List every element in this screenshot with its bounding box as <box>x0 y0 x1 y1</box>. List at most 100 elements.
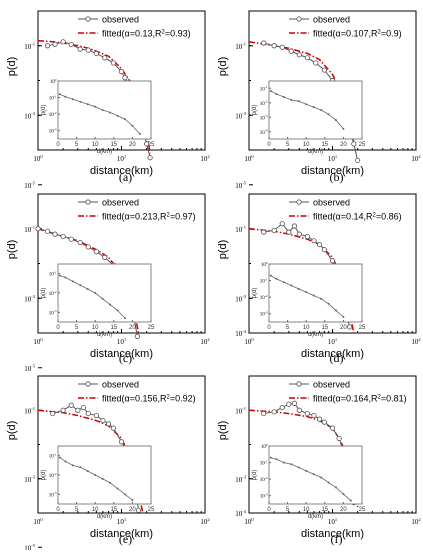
inset-point <box>269 90 272 93</box>
inset-point <box>320 109 323 111</box>
inset-y-tick-label-base: 10 <box>49 292 55 297</box>
inset-x-axis-label: d(km) <box>308 514 323 520</box>
inset-point <box>116 487 119 490</box>
y-tick-label: 10-4 <box>235 509 247 518</box>
inset-y-tick-label-base: 10 <box>260 116 266 121</box>
y-axis-label: p(d) <box>6 57 18 77</box>
panel-label: (b) <box>330 170 344 184</box>
inset-point <box>94 474 97 476</box>
y-tick-label: 10-5 <box>24 364 36 373</box>
observed-point <box>321 247 328 253</box>
inset-y-tick-label-exp: -1 <box>265 277 268 281</box>
inset-y-tick-label-exp: -1 <box>54 452 57 456</box>
inset-point <box>269 274 272 277</box>
observed-point <box>286 401 292 407</box>
inset-x-axis-label: d(km) <box>308 332 323 338</box>
inset-y-tick-label: 10-2 <box>260 100 268 107</box>
panel-label: (d) <box>330 351 344 365</box>
inset-x-tick-label: 20 <box>340 325 347 331</box>
inset-frame <box>268 80 363 140</box>
inset-point <box>312 294 315 297</box>
inset-y-tick-label: 10-1 <box>260 277 268 284</box>
inset-point <box>334 309 337 312</box>
inset-y-tick-label-exp: -1 <box>54 94 57 98</box>
inset-y-axis-label: p(d) <box>252 288 258 299</box>
x-tick-label-base: 10 <box>411 155 419 163</box>
inset-point <box>290 463 293 466</box>
observed-point <box>271 227 277 233</box>
inset-point <box>320 297 323 300</box>
observed-point <box>286 229 292 235</box>
y-tick-label-base: 10 <box>235 226 243 234</box>
observed-point <box>93 412 99 419</box>
inset-y-tick-label: 100 <box>50 78 57 85</box>
inset-y-tick-label-base: 10 <box>49 474 55 479</box>
x-tick-label-exp: 1 <box>124 517 126 522</box>
observed-point <box>60 407 66 413</box>
inset-y-tick-label: 100 <box>261 261 268 268</box>
x-tick-label-base: 10 <box>328 155 336 163</box>
legend-observed-label: observed <box>102 198 139 208</box>
inset-x-axis-label: d(km) <box>308 149 323 155</box>
y-axis-label: p(d) <box>217 57 229 77</box>
y-tick-label: 10-3 <box>235 475 247 484</box>
inset-point <box>305 469 308 472</box>
inset-y-tick-label-base: 10 <box>260 462 266 467</box>
inset-x-tick-label: 15 <box>321 142 328 148</box>
fitted-series-line <box>37 409 144 514</box>
observed-point <box>122 75 128 81</box>
inset-y-tick-label-exp: -4 <box>265 129 268 133</box>
legend-fitted-sup: 2 <box>161 30 165 36</box>
observed-point <box>329 425 336 431</box>
y-tick-label-exp: -3 <box>242 294 247 299</box>
inset-y-tick-label-base: 10 <box>49 455 55 460</box>
observed-point <box>291 400 298 406</box>
y-tick-label: 10-3 <box>24 475 36 484</box>
legend-fitted-prefix: fitted(α=0.156,R <box>102 394 167 404</box>
y-axis-label: p(d) <box>217 421 229 441</box>
panel-label: (e) <box>119 532 132 546</box>
y-tick-label: 10-3 <box>235 111 247 120</box>
y-tick-label-exp: -3 <box>31 294 36 299</box>
inset-point <box>342 493 345 496</box>
x-tick-label: 102 <box>200 337 210 346</box>
x-tick-label-exp: 0 <box>40 337 43 342</box>
observed-point <box>291 223 298 229</box>
inset-y-tick-label-base: 10 <box>49 273 55 278</box>
y-axis-label: p(d) <box>217 240 229 260</box>
observed-point <box>134 333 140 339</box>
inset-point <box>327 113 330 116</box>
observed-point <box>52 41 58 47</box>
observed-point <box>288 48 294 54</box>
legend-fitted-suffix: =0.81) <box>381 394 407 404</box>
inset-y-tick-label: 10-3 <box>260 492 268 499</box>
x-tick-label-base: 10 <box>328 338 336 346</box>
x-tick-label-exp: 0 <box>251 337 254 342</box>
inset-y-tick-label-base: 10 <box>49 311 55 316</box>
observed-point <box>311 412 317 419</box>
y-axis-label: p(d) <box>6 421 18 441</box>
panel-e: 100 101 10210-510-310-1distance(km)p(d)(e)… <box>6 375 210 552</box>
inset-y-tick-label-exp: -2 <box>265 476 268 480</box>
inset-x-tick-label: 5 <box>286 142 290 148</box>
inset-x-tick-label: 0 <box>56 507 60 513</box>
y-tick-label-base: 10 <box>24 295 32 303</box>
observed-point <box>85 47 91 53</box>
inset-point <box>79 100 82 103</box>
y-tick-label-base: 10 <box>235 112 243 120</box>
legend-fitted-suffix: =0.86) <box>376 212 402 222</box>
y-tick-label-exp: -1 <box>242 406 246 411</box>
inset-x-tick-label: 0 <box>267 142 271 148</box>
y-tick-label-exp: -3 <box>31 475 36 480</box>
legend-fitted-suffix: =0.93) <box>165 29 191 39</box>
observed-point <box>147 155 153 161</box>
inset-point <box>64 460 67 463</box>
inset-point <box>327 302 330 305</box>
inset-x-tick-label: 5 <box>286 325 290 331</box>
inset-x-tick-label: 25 <box>148 325 155 331</box>
inset-point <box>101 297 104 300</box>
observed-point <box>44 228 51 234</box>
y-tick-label: 10-3 <box>24 111 36 120</box>
x-tick-label-exp: 1 <box>335 337 337 342</box>
observed-point <box>351 141 357 147</box>
